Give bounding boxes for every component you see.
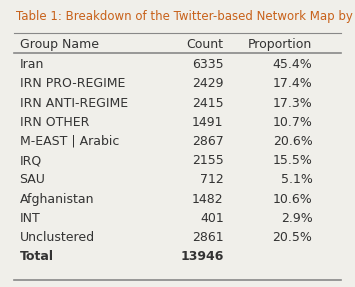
Text: INT: INT — [20, 212, 40, 225]
Text: 20.6%: 20.6% — [273, 135, 312, 148]
Text: 20.5%: 20.5% — [273, 231, 312, 244]
Text: SAU: SAU — [20, 173, 45, 187]
Text: 10.6%: 10.6% — [273, 193, 312, 206]
Text: 5.1%: 5.1% — [280, 173, 312, 187]
Text: 1482: 1482 — [192, 193, 224, 206]
Text: 45.4%: 45.4% — [273, 58, 312, 71]
Text: Count: Count — [187, 38, 224, 51]
Text: Table 1: Breakdown of the Twitter-based Network Map by Group: Table 1: Breakdown of the Twitter-based … — [16, 10, 355, 23]
Text: Total: Total — [20, 250, 54, 263]
Text: Proportion: Proportion — [248, 38, 312, 51]
Text: 6335: 6335 — [192, 58, 224, 71]
Text: Afghanistan: Afghanistan — [20, 193, 94, 206]
Text: 17.3%: 17.3% — [273, 96, 312, 110]
Text: Unclustered: Unclustered — [20, 231, 95, 244]
Text: Group Name: Group Name — [20, 38, 99, 51]
Text: 2429: 2429 — [192, 77, 224, 90]
Text: IRN OTHER: IRN OTHER — [20, 116, 89, 129]
Text: 2.9%: 2.9% — [281, 212, 312, 225]
Text: IRQ: IRQ — [20, 154, 42, 167]
Text: 13946: 13946 — [180, 250, 224, 263]
Text: 2861: 2861 — [192, 231, 224, 244]
Text: IRN PRO-REGIME: IRN PRO-REGIME — [20, 77, 125, 90]
Text: M-EAST | Arabic: M-EAST | Arabic — [20, 135, 119, 148]
Text: IRN ANTI-REGIME: IRN ANTI-REGIME — [20, 96, 128, 110]
Text: 1491: 1491 — [192, 116, 224, 129]
Text: 15.5%: 15.5% — [273, 154, 312, 167]
Text: 17.4%: 17.4% — [273, 77, 312, 90]
Text: 2155: 2155 — [192, 154, 224, 167]
Text: 10.7%: 10.7% — [273, 116, 312, 129]
Text: Iran: Iran — [20, 58, 44, 71]
Text: 712: 712 — [200, 173, 224, 187]
Text: 2867: 2867 — [192, 135, 224, 148]
Text: 401: 401 — [200, 212, 224, 225]
Text: 2415: 2415 — [192, 96, 224, 110]
